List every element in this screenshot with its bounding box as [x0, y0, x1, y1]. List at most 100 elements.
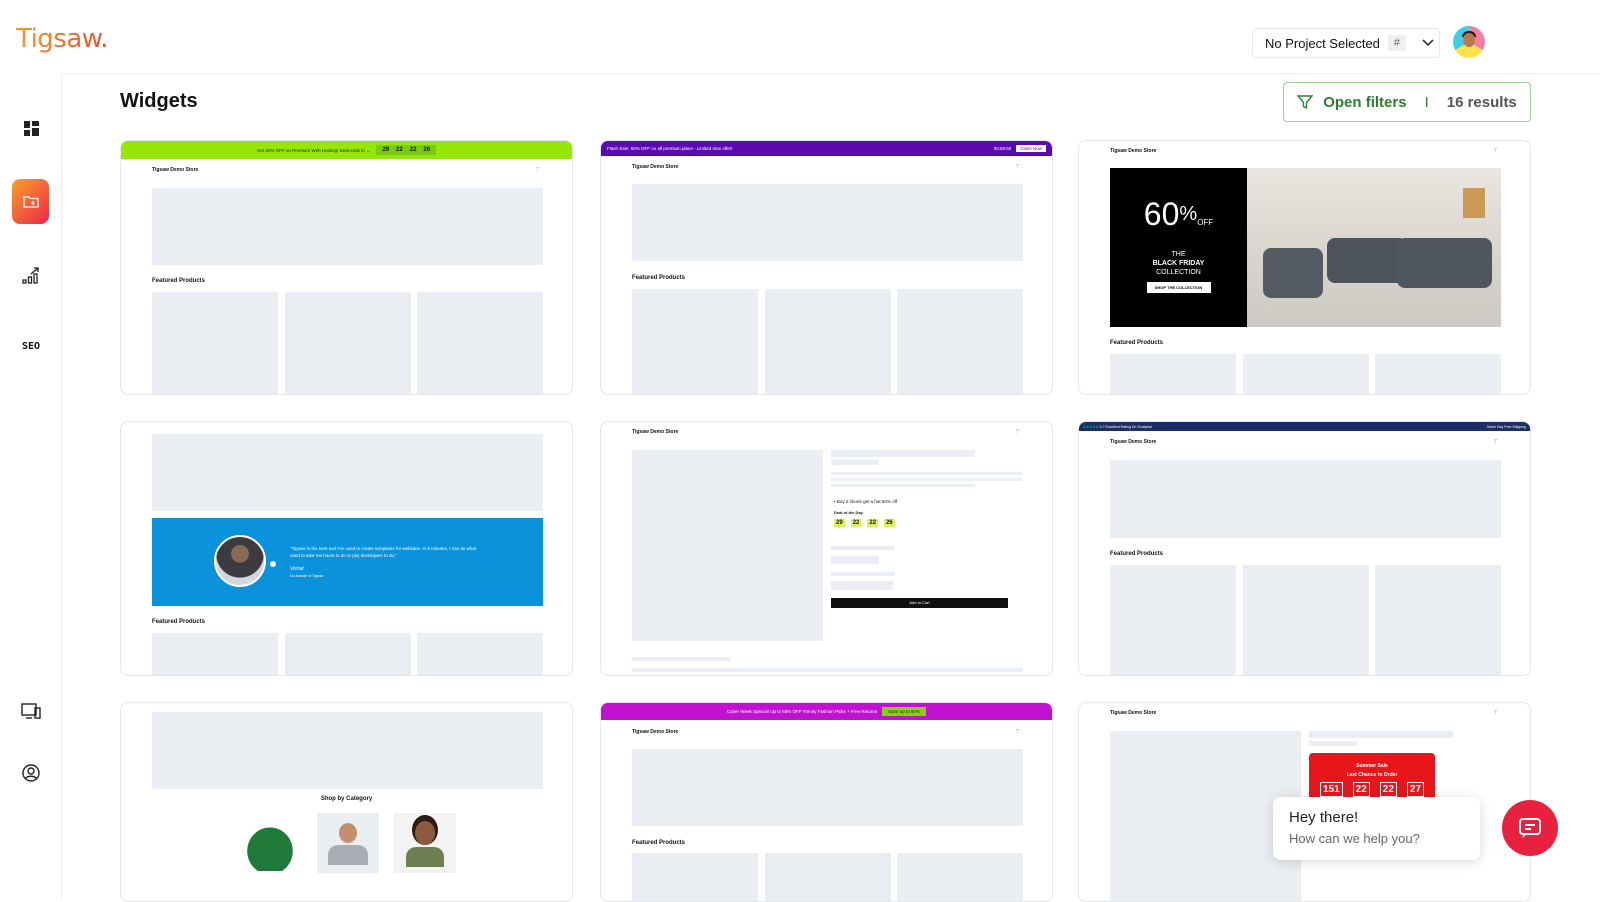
- widget-card-shop-by-category[interactable]: Shop by Category: [120, 702, 573, 902]
- countdown-days: 29: [834, 519, 845, 527]
- chat-greeting: Hey there!: [1289, 809, 1359, 826]
- category-men[interactable]: [317, 813, 379, 873]
- featured-label: Featured Products: [152, 619, 206, 625]
- product-image-placeholder: [1110, 731, 1301, 901]
- sidebar-item-account[interactable]: [18, 760, 44, 786]
- countdown-minutes: 22: [867, 519, 879, 527]
- hero-placeholder: [632, 749, 1023, 826]
- offer-text: ▪ Buy 2 shorts get a hat 50% off: [834, 499, 898, 504]
- shop-collection-button: SHOP THE COLLECTION: [1146, 282, 1211, 293]
- open-filters-label: Open filters: [1323, 93, 1407, 111]
- text-placeholder: [831, 478, 1022, 481]
- product-placeholder: [1375, 565, 1501, 675]
- featured-label: Featured Products: [1110, 340, 1164, 346]
- tigsaw-logo[interactable]: Tigsaw.: [16, 24, 108, 54]
- user-circle-icon: [22, 764, 40, 782]
- countdown-days: 151: [1319, 782, 1343, 797]
- chat-greeting-bubble[interactable]: Hey there! How can we help you?: [1273, 797, 1480, 860]
- open-filters-button[interactable]: Open filters I 16 results: [1283, 82, 1531, 122]
- collection-title: BLACK FRIDAY: [1152, 260, 1205, 267]
- filters-separator: I: [1424, 93, 1429, 111]
- testimonial-photo: [214, 535, 266, 587]
- deal-label: Deal of the Day: [834, 510, 863, 515]
- widget-card-cyber-week[interactable]: Cyber Week Special! Up to 50% OFF Trendy…: [600, 702, 1053, 902]
- product-placeholder: [1375, 354, 1501, 394]
- text-placeholder: [632, 657, 730, 661]
- offer-label: Buy 2 shorts get a hat 50% off: [836, 499, 898, 504]
- widget-card-black-friday[interactable]: Tigsaw Demo Store ⊤ 60%OFF THE BLACK FRI…: [1078, 140, 1531, 395]
- store-name: Tigsaw Demo Store: [1110, 148, 1157, 154]
- price-placeholder: [1309, 741, 1357, 746]
- category-title: Shop by Category: [320, 796, 373, 802]
- cart-icon: ⊤: [1015, 164, 1020, 170]
- swatch-placeholder: [831, 556, 879, 564]
- banner-text: Get 60% OFF on Premium Web Hosting! Deal…: [256, 147, 371, 153]
- product-placeholder: [632, 289, 758, 394]
- countdown-days: 29: [382, 147, 390, 153]
- countdown-seconds: 26: [884, 519, 895, 527]
- product-image-placeholder: [632, 450, 823, 641]
- percent-sign: %: [1179, 203, 1198, 225]
- add-to-cart-button: Add to Cart: [831, 598, 1008, 608]
- promo-banner: Get 60% OFF on Premium Web Hosting! Deal…: [121, 141, 572, 159]
- store-name: Tigsaw Demo Store: [152, 167, 199, 173]
- deal-countdown: 29 22 22 26: [834, 519, 895, 527]
- folder-add-icon: [22, 196, 39, 208]
- sale-timer: 00:59:59: [993, 146, 1012, 151]
- countdown-seconds: 27: [1406, 782, 1424, 797]
- chat-button[interactable]: [1502, 800, 1558, 856]
- testimonial-role: Co-founder of Tigsaw: [290, 574, 324, 578]
- widget-card-countdown-banner[interactable]: Get 60% OFF on Premium Web Hosting! Deal…: [120, 140, 573, 395]
- text-placeholder: [831, 484, 975, 487]
- black-friday-panel: 60%OFF THE BLACK FRIDAY COLLECTION SHOP …: [1110, 168, 1247, 327]
- hero-placeholder: [152, 434, 543, 511]
- store-name: Tigsaw Demo Store: [632, 429, 679, 435]
- widget-card-trust-bar[interactable]: ★★★★★ 4.7 Excellent Rating On Trustpilot…: [1078, 421, 1531, 676]
- product-placeholder: [152, 292, 278, 394]
- store-name: Tigsaw Demo Store: [1110, 439, 1157, 445]
- text-placeholder: [831, 572, 895, 576]
- quote-icon: [270, 561, 276, 567]
- product-placeholder: [285, 292, 411, 394]
- title-placeholder: [1309, 731, 1453, 738]
- chat-icon: [1519, 818, 1541, 838]
- chat-prompt: How can we help you?: [1289, 831, 1420, 846]
- product-placeholder: [1243, 354, 1369, 394]
- category-sweater[interactable]: [241, 821, 299, 871]
- chevron-down-icon: [1422, 39, 1434, 47]
- product-placeholder: [765, 289, 891, 394]
- product-placeholder: [897, 289, 1023, 394]
- rating-text: 4.7 Excellent Rating On Trustpilot: [1099, 424, 1152, 429]
- hero-placeholder: [1110, 460, 1501, 538]
- sidebar-item-analytics[interactable]: [18, 263, 44, 289]
- testimonial-quote: "Tigsaw is the best tool I've used to cr…: [290, 546, 477, 558]
- product-placeholder: [417, 292, 543, 394]
- sidebar-item-widgets[interactable]: [12, 179, 49, 224]
- discount-number: 60: [1143, 196, 1180, 232]
- price-placeholder: [831, 460, 879, 465]
- product-placeholder: [1243, 565, 1369, 675]
- project-hash: #: [1387, 35, 1407, 51]
- cart-icon: ⊤: [535, 167, 540, 173]
- product-placeholder: [632, 853, 758, 901]
- widget-card-testimonial[interactable]: "Tigsaw is the best tool I've used to cr…: [120, 421, 573, 676]
- testimonial-block: "Tigsaw is the best tool I've used to cr…: [152, 518, 543, 606]
- widget-card-deal-of-day[interactable]: Tigsaw Demo Store ⊤ ▪ Buy 2 shorts get a…: [600, 421, 1053, 676]
- featured-label: Featured Products: [152, 278, 206, 284]
- save-button: Save up to 50%: [882, 707, 926, 716]
- project-selector[interactable]: No Project Selected #: [1252, 28, 1440, 58]
- sofa-photo: [1247, 168, 1501, 327]
- sidebar-divider: [61, 73, 62, 900]
- widget-card-flash-sale[interactable]: Flash Sale: 50% OFF on all premium plans…: [600, 140, 1053, 395]
- category-women[interactable]: [394, 813, 456, 873]
- cart-icon: ⊤: [1015, 429, 1020, 435]
- countdown-hours: 22: [396, 147, 403, 153]
- store-name: Tigsaw Demo Store: [1110, 710, 1157, 716]
- product-placeholder: [897, 853, 1023, 901]
- featured-label: Featured Products: [632, 275, 686, 281]
- sidebar-item-dashboard[interactable]: [18, 115, 44, 141]
- claim-button: Claim Now: [1016, 145, 1046, 152]
- user-avatar[interactable]: [1453, 26, 1485, 58]
- sidebar-item-seo[interactable]: SEO: [21, 341, 41, 352]
- sidebar-item-screens[interactable]: [18, 698, 44, 724]
